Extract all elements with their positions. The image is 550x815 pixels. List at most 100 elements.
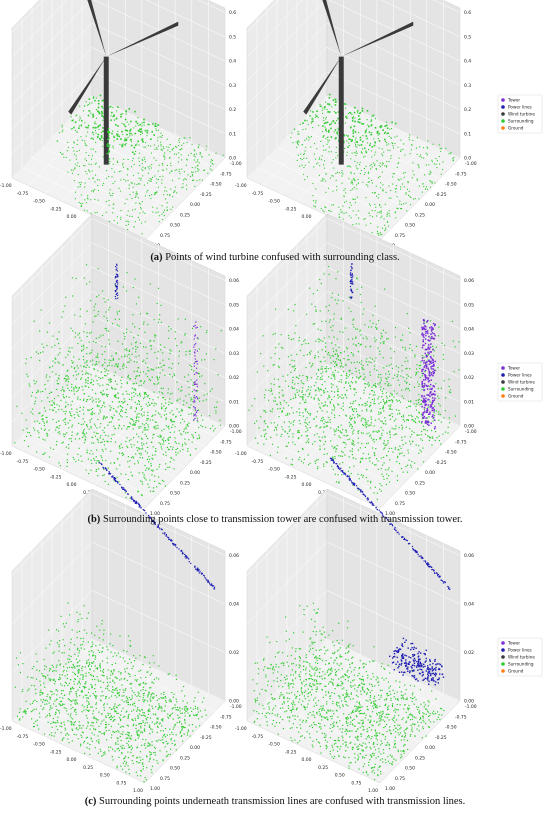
point [425, 397, 427, 400]
point [161, 134, 163, 136]
point [164, 156, 166, 158]
point [123, 425, 125, 427]
y-tick-label: -0.50 [210, 182, 222, 188]
point [431, 327, 434, 329]
point [318, 436, 320, 438]
point [140, 405, 142, 408]
point [56, 664, 58, 666]
point [393, 428, 395, 430]
point [336, 171, 338, 173]
point [290, 463, 292, 465]
point [44, 452, 46, 454]
point [346, 117, 348, 119]
point [270, 383, 272, 385]
point [174, 331, 176, 333]
point [71, 366, 73, 368]
point [100, 371, 102, 373]
point [415, 345, 418, 347]
point [355, 145, 357, 147]
point [352, 443, 354, 445]
point [396, 392, 398, 395]
point [162, 718, 164, 720]
point [416, 178, 418, 180]
point [80, 124, 83, 127]
point [453, 156, 455, 158]
point [110, 441, 112, 443]
point [110, 674, 112, 676]
point [100, 407, 102, 409]
point [106, 145, 109, 147]
point [79, 337, 81, 339]
point [374, 403, 376, 405]
point [93, 96, 95, 98]
point [177, 318, 179, 320]
point [298, 431, 300, 433]
point [140, 179, 142, 181]
point [63, 435, 65, 437]
point [434, 397, 436, 400]
point [412, 441, 414, 443]
point [348, 456, 350, 458]
point [366, 383, 368, 385]
point [319, 165, 321, 167]
point [429, 337, 431, 339]
point [153, 340, 155, 342]
point [102, 418, 104, 420]
point [401, 389, 403, 391]
plot: Ground truth - Points: 442770.000.020.04… [0, 462, 242, 794]
point [355, 345, 357, 347]
point [167, 448, 169, 450]
point [92, 321, 94, 323]
point [423, 186, 425, 188]
point [290, 422, 292, 424]
point [193, 153, 195, 155]
point [56, 383, 58, 385]
point [208, 415, 211, 417]
point [70, 438, 72, 440]
point [382, 392, 384, 395]
point [158, 466, 160, 468]
point [167, 392, 169, 394]
point [94, 126, 97, 129]
point [433, 427, 436, 430]
point [424, 348, 427, 351]
point [126, 393, 128, 395]
point [353, 178, 355, 180]
point [383, 440, 385, 442]
point [433, 355, 435, 357]
point [416, 434, 418, 436]
point [103, 182, 105, 184]
point [436, 160, 438, 162]
point [164, 408, 166, 410]
point [384, 417, 386, 419]
point [133, 153, 136, 155]
point [169, 352, 171, 354]
point [360, 420, 362, 422]
point [86, 353, 88, 355]
point [428, 335, 430, 338]
point [149, 165, 151, 167]
point [108, 144, 111, 146]
point [187, 709, 189, 711]
point [77, 367, 79, 369]
point [43, 424, 45, 427]
point [66, 461, 69, 464]
point [367, 142, 369, 144]
point [333, 374, 335, 376]
point [153, 391, 155, 393]
point [133, 424, 135, 426]
point [313, 205, 315, 207]
point [117, 125, 119, 127]
point [406, 367, 408, 369]
point [353, 420, 355, 423]
point [139, 203, 141, 205]
point [183, 733, 185, 735]
point [379, 353, 381, 355]
point [376, 328, 378, 330]
point [386, 381, 388, 383]
point [363, 168, 365, 170]
point [127, 376, 129, 378]
z-tick-label: 0.02 [464, 375, 474, 381]
point [440, 151, 442, 153]
point [357, 416, 359, 418]
